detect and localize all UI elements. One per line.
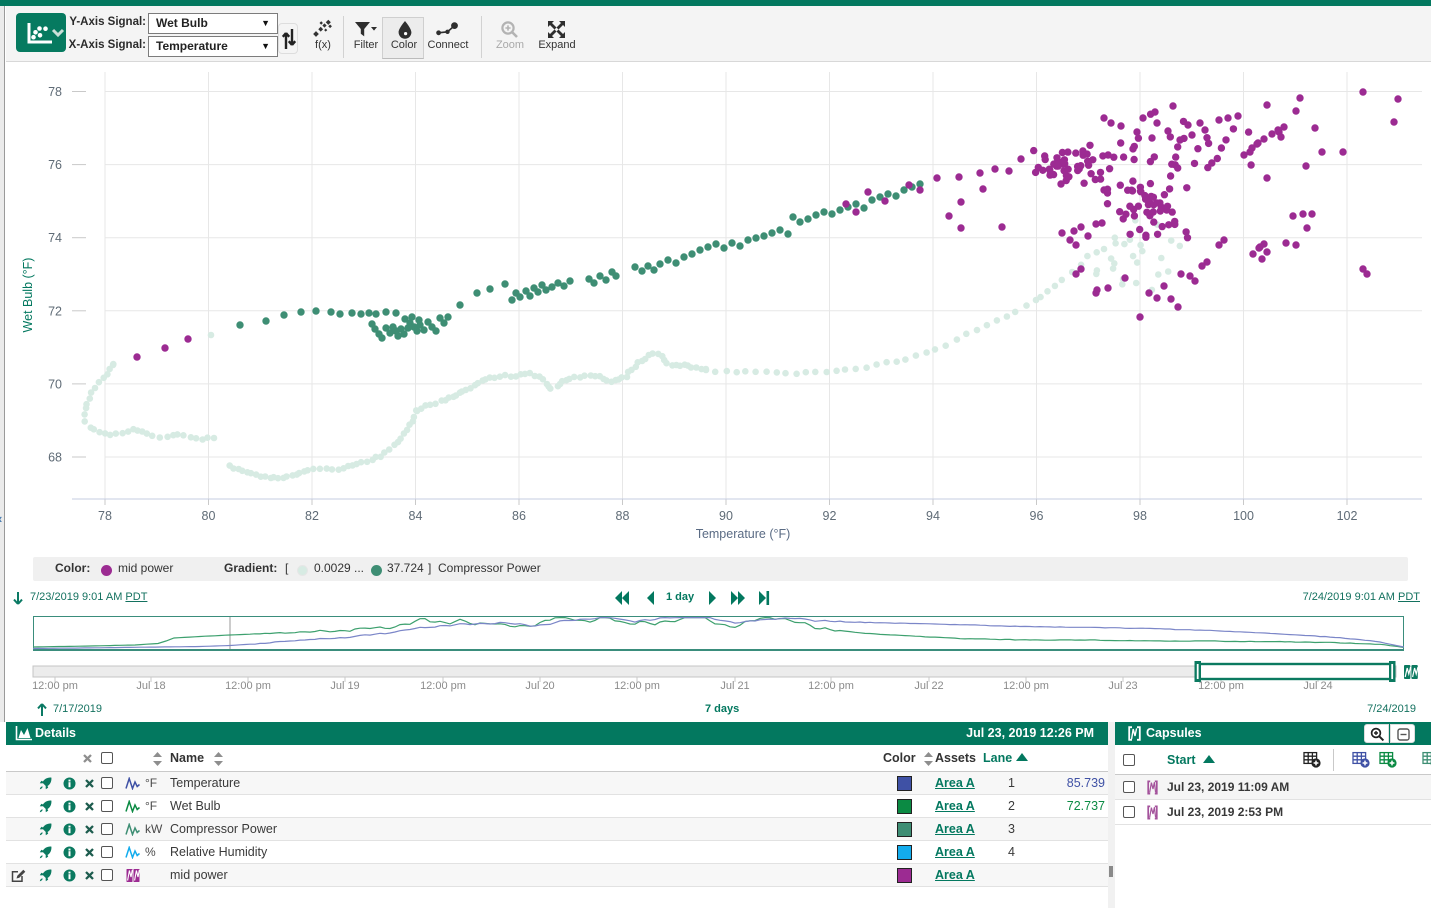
svg-text:80: 80 (202, 509, 216, 523)
svg-text:72: 72 (48, 304, 62, 318)
svg-text:Temperature (°F): Temperature (°F) (696, 527, 791, 541)
svg-text:74: 74 (48, 231, 62, 245)
svg-text:82: 82 (305, 509, 319, 523)
svg-text:88: 88 (616, 509, 630, 523)
svg-text:76: 76 (48, 158, 62, 172)
svg-text:Wet Bulb (°F): Wet Bulb (°F) (21, 258, 35, 333)
svg-text:94: 94 (926, 509, 940, 523)
svg-text:70: 70 (48, 377, 62, 391)
svg-text:84: 84 (409, 509, 423, 523)
svg-text:78: 78 (98, 509, 112, 523)
svg-text:100: 100 (1233, 509, 1254, 523)
svg-text:78: 78 (48, 85, 62, 99)
svg-text:96: 96 (1030, 509, 1044, 523)
svg-text:90: 90 (719, 509, 733, 523)
svg-text:68: 68 (48, 451, 62, 465)
svg-text:98: 98 (1133, 509, 1147, 523)
svg-text:86: 86 (512, 509, 526, 523)
svg-text:102: 102 (1337, 509, 1358, 523)
svg-text:92: 92 (823, 509, 837, 523)
